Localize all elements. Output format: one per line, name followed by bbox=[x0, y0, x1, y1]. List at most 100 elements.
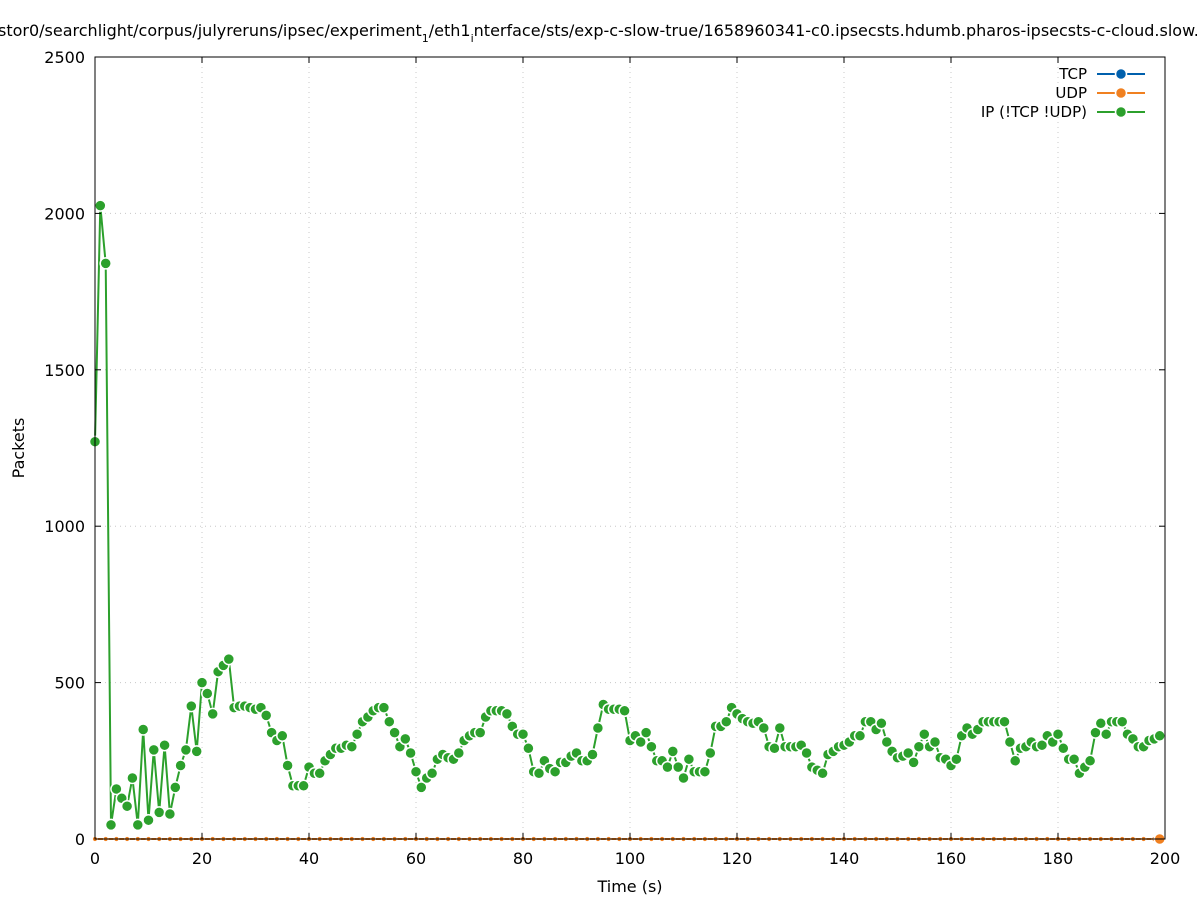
data-point bbox=[345, 740, 359, 753]
data-point bbox=[313, 767, 326, 780]
data-point bbox=[773, 721, 787, 735]
data-point bbox=[661, 760, 674, 774]
data-point bbox=[1067, 752, 1081, 766]
data-point bbox=[880, 735, 894, 749]
data-point bbox=[404, 746, 417, 760]
legend-label: TCP bbox=[1058, 65, 1087, 83]
data-point bbox=[1094, 717, 1108, 730]
x-tick-label: 60 bbox=[406, 849, 426, 868]
data-point bbox=[912, 740, 926, 753]
data-point bbox=[174, 759, 187, 772]
y-tick-label: 500 bbox=[54, 674, 85, 693]
series-2 bbox=[88, 199, 1166, 832]
data-point bbox=[222, 652, 236, 666]
data-point bbox=[1008, 754, 1022, 768]
data-point bbox=[1003, 735, 1017, 749]
data-point bbox=[388, 726, 401, 739]
legend-marker bbox=[1114, 86, 1128, 100]
data-point bbox=[259, 709, 273, 722]
data-point bbox=[901, 746, 915, 760]
data-point bbox=[169, 781, 182, 794]
data-point bbox=[425, 767, 439, 780]
data-point bbox=[682, 752, 696, 766]
data-point bbox=[950, 752, 963, 766]
legend-marker bbox=[1114, 67, 1128, 81]
data-point bbox=[473, 726, 487, 739]
x-tick-label: 140 bbox=[829, 849, 860, 868]
axis-ticks: 0 20 40 60 80 100 120 140 160 180 2000500100015002… bbox=[44, 48, 1180, 868]
data-point bbox=[195, 676, 209, 689]
data-point bbox=[185, 699, 198, 713]
data-point bbox=[918, 727, 931, 741]
data-point bbox=[152, 806, 166, 819]
x-tick-label: 160 bbox=[936, 849, 967, 868]
data-point bbox=[522, 742, 535, 755]
x-tick-label: 0 bbox=[90, 849, 100, 868]
data-point bbox=[1083, 754, 1097, 768]
data-point bbox=[94, 199, 107, 212]
data-point bbox=[516, 727, 530, 741]
data-point bbox=[201, 687, 214, 700]
data-point bbox=[276, 729, 289, 743]
y-tick-label: 0 bbox=[75, 830, 85, 849]
data-point bbox=[875, 717, 888, 730]
y-tick-label: 1000 bbox=[44, 517, 85, 536]
data-point bbox=[586, 748, 599, 761]
data-point bbox=[618, 704, 631, 718]
data-point bbox=[500, 707, 514, 721]
y-tick-label: 2000 bbox=[44, 204, 85, 223]
data-point bbox=[1115, 715, 1129, 728]
data-point bbox=[768, 742, 781, 755]
data-point bbox=[666, 745, 680, 758]
data-point bbox=[677, 771, 690, 785]
data-point bbox=[383, 715, 396, 728]
data-point bbox=[639, 726, 653, 739]
x-tick-label: 180 bbox=[1043, 849, 1074, 868]
data-point bbox=[1099, 727, 1113, 741]
data-point bbox=[281, 759, 294, 772]
x-axis-label: Time (s) bbox=[596, 877, 662, 896]
data-point bbox=[532, 767, 546, 780]
data-point bbox=[415, 781, 428, 794]
data-point bbox=[409, 765, 423, 778]
data-point bbox=[1051, 727, 1065, 741]
data-point bbox=[928, 735, 942, 749]
data-point bbox=[800, 746, 813, 760]
x-tick-label: 40 bbox=[299, 849, 319, 868]
data-point bbox=[853, 729, 867, 743]
x-tick-label: 100 bbox=[615, 849, 646, 868]
data-point bbox=[297, 779, 310, 793]
data-point bbox=[757, 721, 771, 735]
data-point bbox=[377, 701, 391, 714]
data-point bbox=[206, 707, 219, 721]
data-point bbox=[350, 727, 364, 741]
data-point bbox=[591, 721, 605, 735]
grid bbox=[95, 57, 1165, 839]
data-point bbox=[136, 723, 150, 736]
x-tick-label: 120 bbox=[722, 849, 753, 868]
data-point bbox=[120, 799, 134, 813]
data-point bbox=[131, 818, 145, 832]
data-point bbox=[698, 765, 712, 778]
data-point bbox=[671, 760, 685, 774]
data-point bbox=[163, 807, 177, 821]
data-point bbox=[190, 745, 203, 758]
data-point bbox=[1057, 742, 1070, 755]
data-point bbox=[634, 735, 647, 749]
chart-title: stor0/searchlight/corpus/julyreruns/ipse… bbox=[0, 21, 1197, 45]
data-point bbox=[399, 732, 412, 746]
data-point bbox=[452, 746, 466, 760]
legend-label: IP (!TCP !UDP) bbox=[981, 103, 1087, 121]
data-point bbox=[110, 782, 123, 796]
data-point bbox=[704, 746, 717, 760]
data-point bbox=[147, 743, 161, 757]
data-point bbox=[1153, 729, 1166, 743]
data-point bbox=[104, 818, 118, 832]
x-tick-label: 20 bbox=[192, 849, 212, 868]
data-point bbox=[126, 771, 139, 785]
data-point bbox=[99, 257, 112, 270]
x-tick-label: 200 bbox=[1150, 849, 1181, 868]
legend-label: UDP bbox=[1055, 84, 1087, 102]
data-point bbox=[907, 756, 920, 769]
